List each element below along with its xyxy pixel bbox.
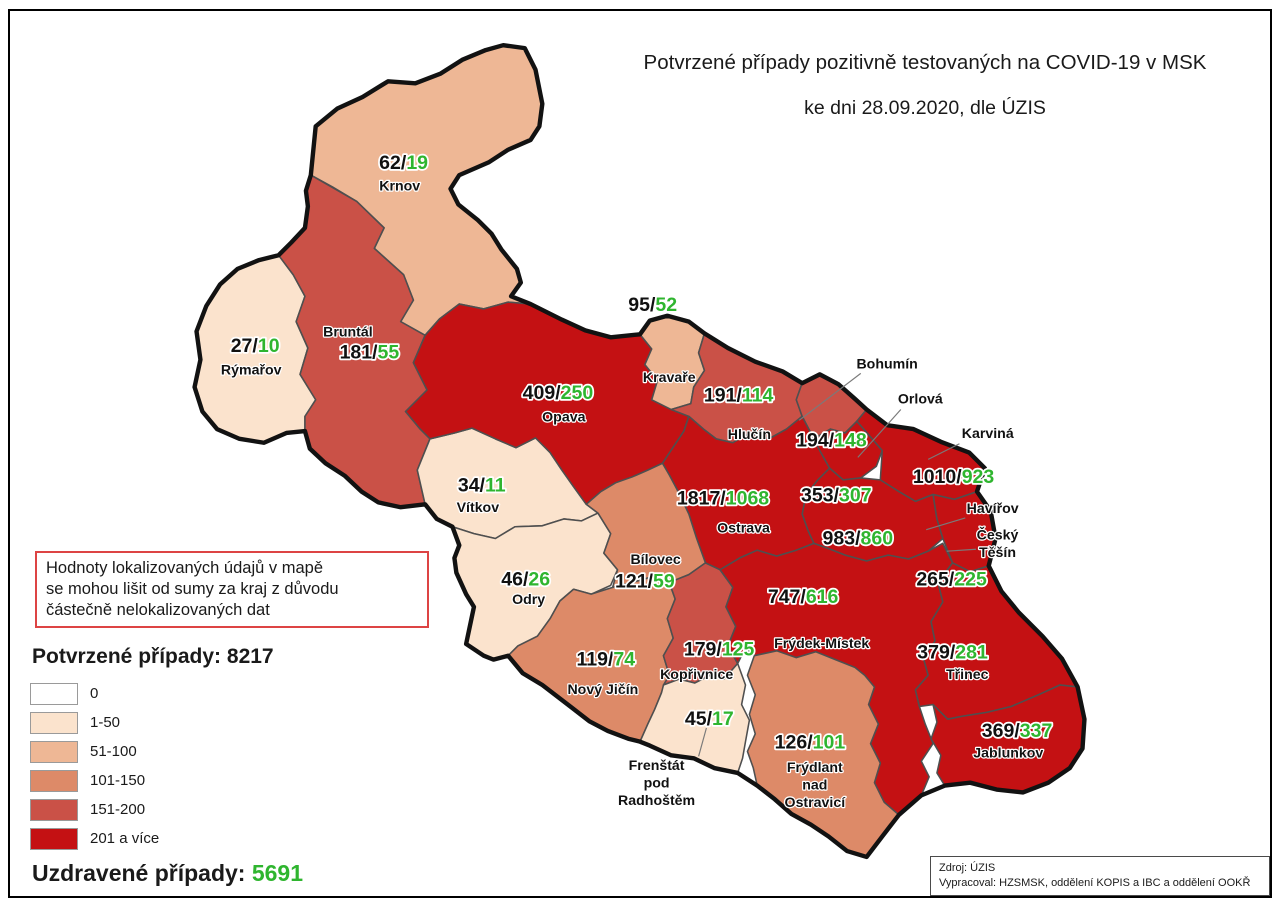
district-opava-name: Opava [542,409,585,425]
legend: 0 1-50 51-100 101-150 151-200 201 a více [30,679,159,853]
district-bilovec-name: Bílovec [630,552,680,568]
district-ostrava-name: Ostrava [717,521,770,537]
legend-row-2: 51-100 [30,737,159,766]
source-line1: Zdroj: ÚZIS [939,862,996,875]
title-line1: Potvrzené případy pozitivně testovaných … [643,51,1207,74]
note-line1: Hodnoty lokalizovaných údajů v mapě [46,559,323,577]
district-havirov-name: Havířov [967,501,1019,517]
district-havirov-numbers: 983/860 [823,527,894,549]
district-karvina-name: Karviná [962,426,1014,442]
district-bruntal-name: Bruntál [323,324,373,340]
district-rymarov-numbers: 27/10 [231,335,280,357]
recovered-total-value: 5691 [251,860,304,886]
leader-lines [698,372,977,757]
district-frenstat-name: pod [644,776,670,792]
legend-swatch-1 [30,711,78,734]
district-cesky_tesin-name: Těšín [979,545,1016,561]
confirmed-total-value: 8217 [226,645,274,668]
district-cesky_tesin-numbers: 265/225 [916,568,987,590]
district-shapes [192,42,1087,860]
note-box: Hodnoty lokalizovaných údajů v mapě se m… [35,551,429,629]
district-frydlant-name: Frýdlant [787,760,843,776]
district-frenstat-name: Radhoštěm [618,793,695,809]
legend-swatch-0 [30,682,78,705]
district-frydlant-name: Ostravicí [785,795,847,811]
source-line2: Vypracoval: HZSMSK, oddělení KOPIS a IBC… [939,877,1251,890]
district-kravare-name: Kravaře [643,370,696,386]
district-frydek-name: Frýdek-Místek [774,636,869,652]
district-bilovec-numbers: 121/59 [615,570,675,592]
recovered-total-label: Uzdravené případy: [32,860,246,886]
legend-label-2: 51-100 [90,743,137,760]
district-kravare-numbers: 95/52 [628,294,677,316]
legend-swatch-5 [30,827,78,850]
district-havirov-leader-line [926,517,966,531]
district-odry-numbers: 46/26 [501,568,550,590]
legend-swatch-3 [30,769,78,792]
district-krnov-name: Krnov [379,179,420,195]
district-hlucin-numbers: 191/114 [704,385,774,407]
district-orlova-numbers: 353/307 [801,484,872,506]
legend-label-1: 1-50 [90,714,121,731]
district-frydlant-numbers: 126/101 [775,732,846,754]
district-rymarov-name: Rýmařov [221,362,282,378]
district-koprivnice-name: Kopřivnice [660,667,733,683]
district-trinec-name: Třinec [946,667,989,683]
region-outline [192,42,1087,860]
confirmed-total-label: Potvrzené případy: [32,645,222,668]
legend-row-3: 101-150 [30,766,159,795]
map-title: Potvrzené případy pozitivně testovaných … [600,51,1250,120]
district-novy_jicin-name: Nový Jičín [567,682,638,698]
district-jablunkov-name: Jablunkov [973,745,1043,761]
district-ostrava-numbers: 1817/1068 [677,487,769,509]
district-bohumin-numbers: 194/148 [796,430,867,452]
note-line3: částečně nelokalizovaných dat [46,601,270,620]
district-labels: 27/10 Rýmařov 62/19 Krnov 181/55 Bruntál 34/11… [220,151,1054,813]
district-krnov-numbers: 62/19 [379,152,428,174]
note-line2: se mohou lišit od sumy za kraj z důvodu [46,580,339,599]
recovered-total: Uzdravené případy: 5691 [32,860,303,887]
legend-label-5: 201 a více [90,830,160,847]
district-karvina-numbers: 1010/923 [913,466,995,488]
legend-label-4: 151-200 [90,801,146,818]
district-frydlant-name: nad [802,778,827,794]
district-bohumin-name: Bohumín [856,357,917,373]
district-frenstat [639,662,751,774]
source-box: Zdroj: ÚZIS Vypracoval: HZSMSK, oddělení… [930,856,1270,896]
district-odry-name: Odry [512,592,545,608]
legend-row-0: 0 [30,679,159,708]
legend-swatch-4 [30,798,78,821]
district-opava-numbers: 409/250 [523,382,594,404]
legend-swatch-2 [30,740,78,763]
district-novy_jicin-numbers: 119/74 [576,648,635,670]
district-bruntal-numbers: 181/55 [340,342,400,364]
district-frenstat-numbers: 45/17 [685,708,734,730]
district-trinec-numbers: 379/281 [917,642,988,664]
district-cesky_tesin-name: Český [977,525,1019,543]
legend-label-3: 101-150 [90,772,146,789]
map-svg: 27/10 Rýmařov 62/19 Krnov 181/55 Bruntál 34/11… [192,42,1087,860]
district-hlucin-name: Hlučín [728,427,771,443]
district-frydek-numbers: 747/616 [768,586,839,608]
district-bohumin-leader-line [798,372,862,421]
district-jablunkov-numbers: 369/337 [982,720,1053,742]
title-line2: ke dni 28.09.2020, dle ÚZIS [804,97,1046,119]
district-koprivnice-numbers: 179/125 [684,639,755,661]
legend-row-5: 201 a více [30,824,159,853]
district-frenstat-leader-line [698,727,707,757]
map-frame: 27/10 Rýmařov 62/19 Krnov 181/55 Bruntál 34/11… [8,9,1272,898]
district-cesky_tesin-leader-line [946,548,977,552]
district-karvina-leader-line [927,443,960,460]
district-vitkov-name: Vítkov [457,500,500,516]
district-orlova-name: Orlová [898,392,943,408]
district-vitkov-numbers: 34/11 [458,475,506,497]
legend-row-1: 1-50 [30,708,159,737]
district-frenstat-name: Frenštát [629,758,685,774]
legend-label-0: 0 [90,685,99,702]
legend-row-4: 151-200 [30,795,159,824]
district-orlova-leader-line [857,409,902,458]
confirmed-total: Potvrzené případy: 8217 [32,645,274,669]
legend-rows: 0 1-50 51-100 101-150 151-200 201 a více [30,679,159,853]
